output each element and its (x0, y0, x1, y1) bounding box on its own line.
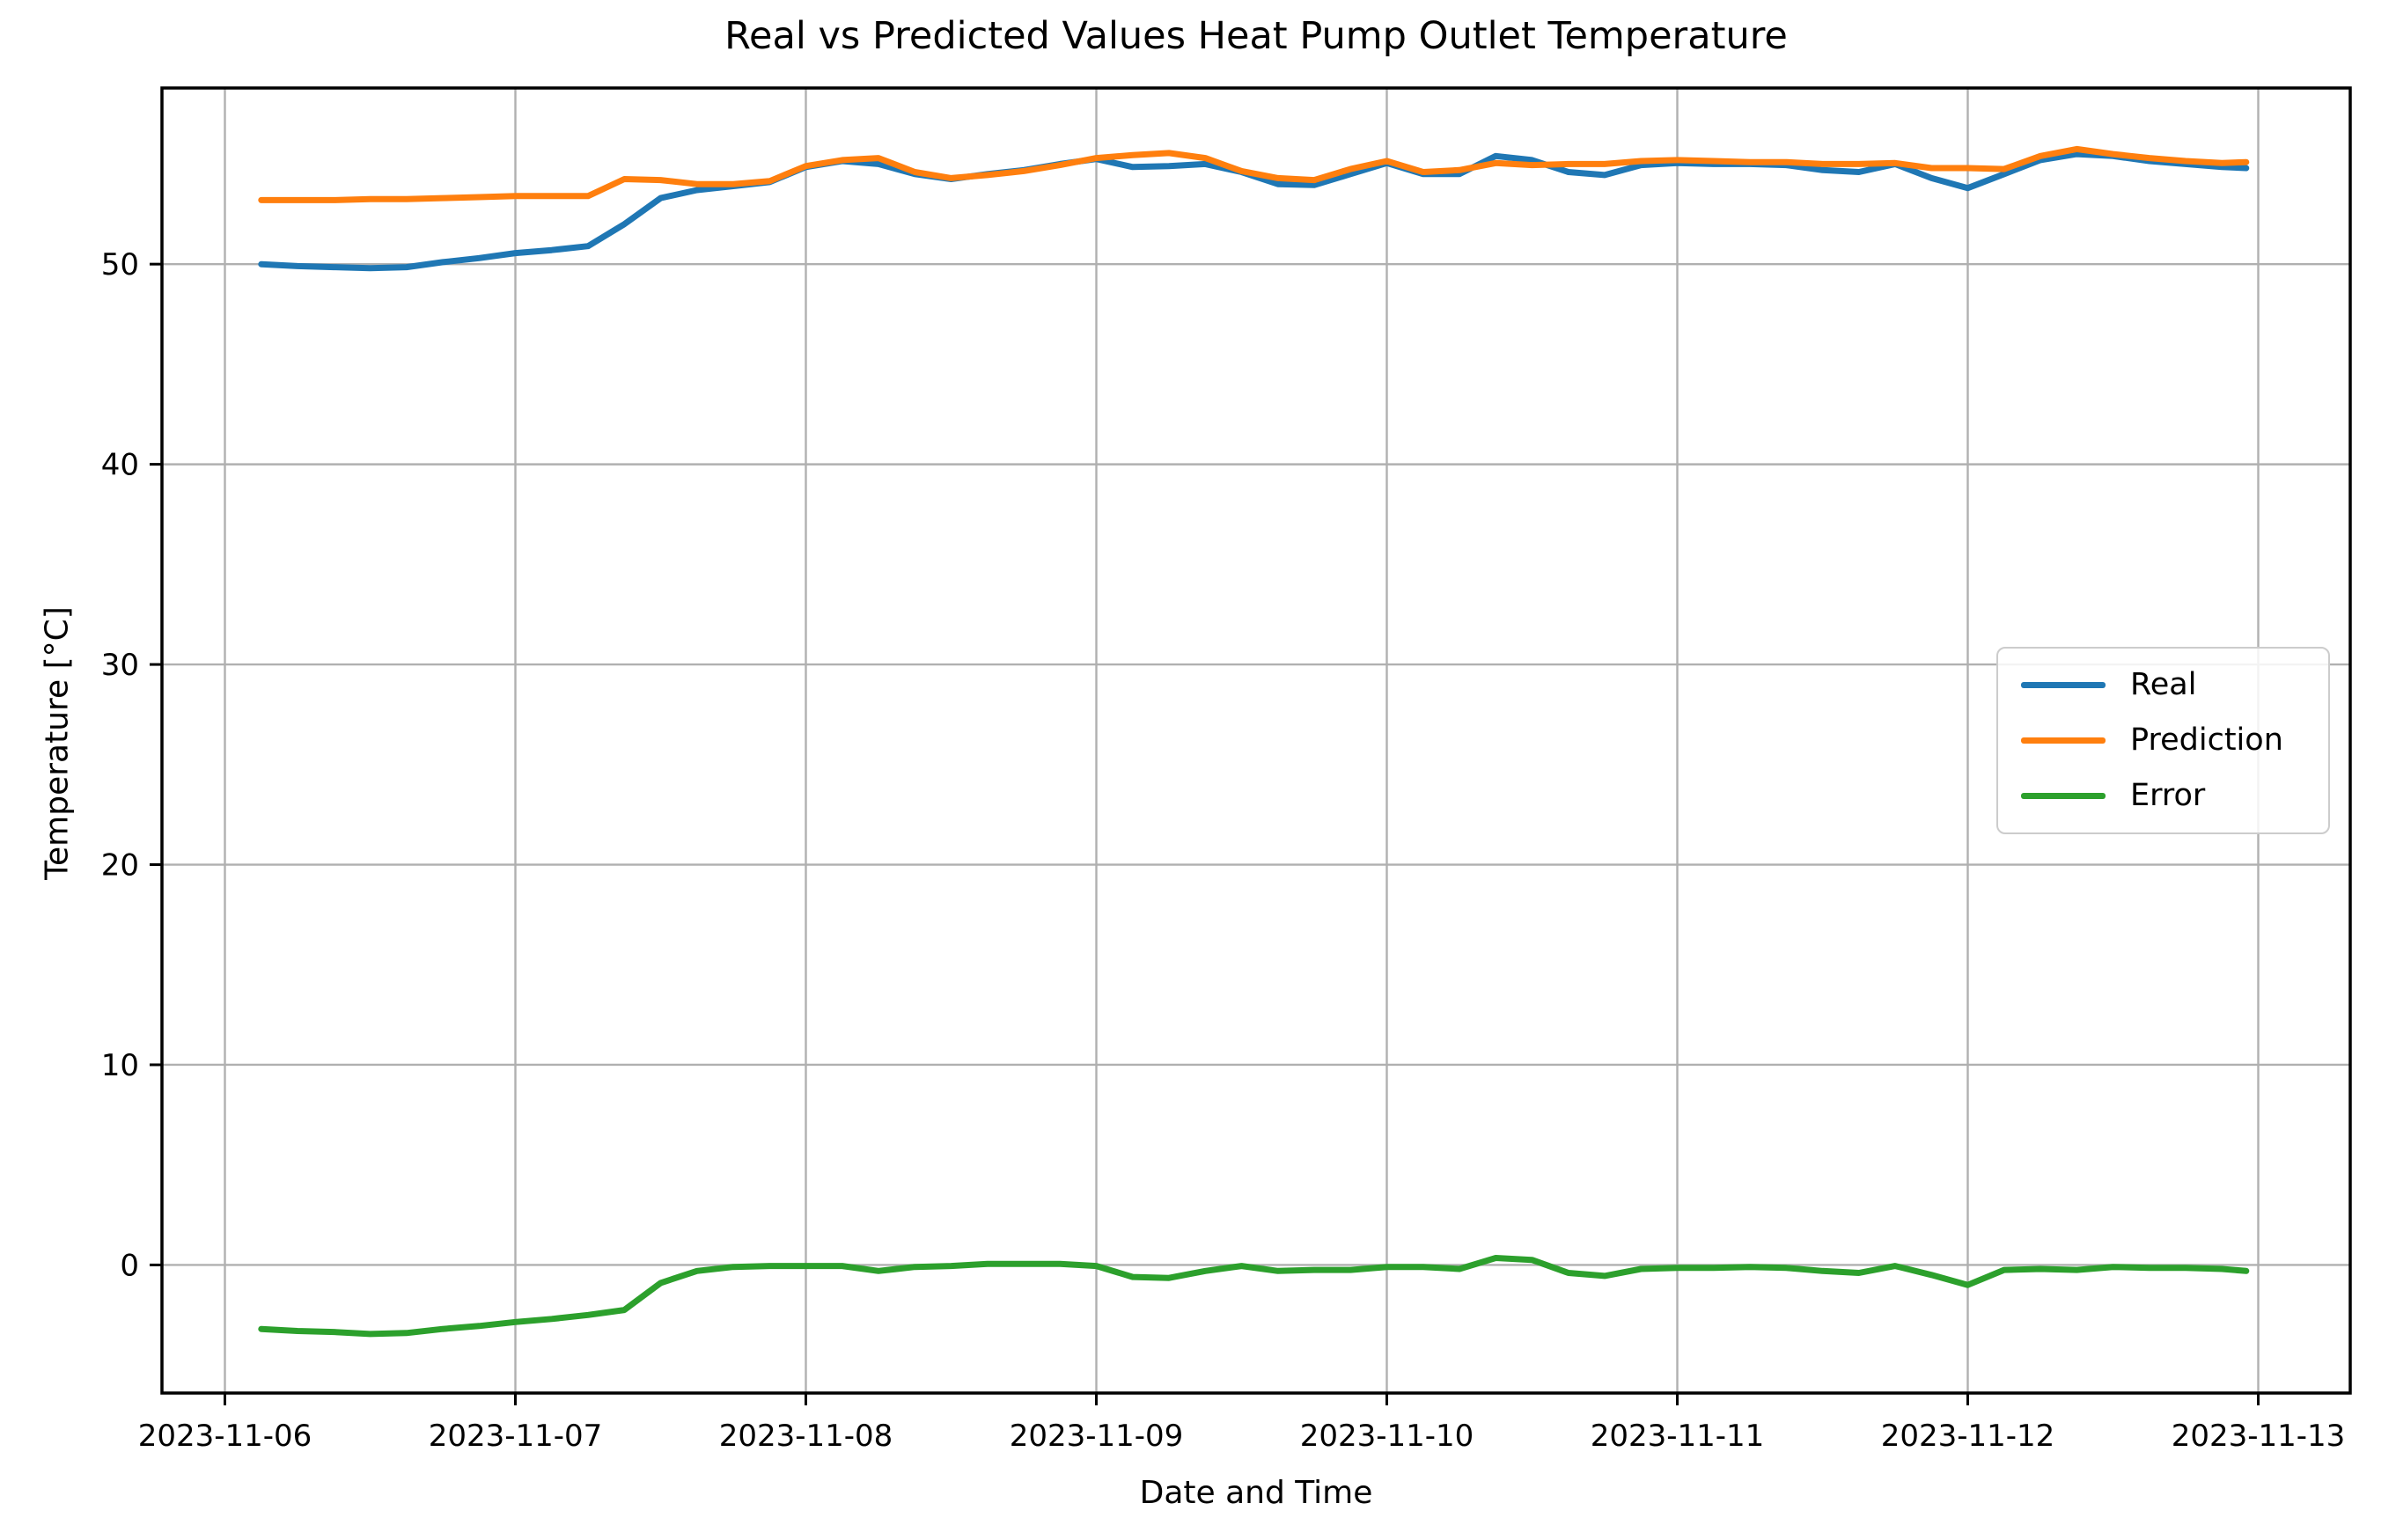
x-tick-label: 2023-11-10 (1300, 1419, 1474, 1454)
x-tick-label: 2023-11-12 (1881, 1419, 2055, 1454)
real-line (258, 150, 2250, 272)
legend-label-real: Real (2130, 667, 2197, 702)
y-tick-label: 50 (101, 247, 139, 282)
y-tick-label: 20 (101, 848, 139, 884)
x-tick-label: 2023-11-11 (1591, 1419, 1765, 1454)
chart-title: Real vs Predicted Values Heat Pump Outle… (724, 14, 1788, 58)
error-line (258, 1255, 2250, 1338)
axes-spines (160, 86, 2352, 1395)
legend-entry-error: Error (2021, 781, 2305, 811)
x-axis-label: Date and Time (1139, 1475, 1373, 1511)
x-tick-label: 2023-11-07 (429, 1419, 603, 1454)
y-axis-label: Temperature [°C] (39, 606, 76, 880)
real-line-swatch (2021, 682, 2106, 688)
prediction-line (258, 145, 2250, 203)
x-tick-label: 2023-11-09 (1010, 1419, 1184, 1454)
legend: Real Prediction Error (1996, 647, 2330, 834)
legend-label-error: Error (2130, 778, 2206, 813)
prediction-line-swatch (2021, 737, 2106, 744)
x-tick-label: 2023-11-08 (719, 1419, 893, 1454)
y-tick-label: 0 (120, 1248, 139, 1283)
y-tick-label: 30 (101, 648, 139, 683)
legend-entry-real: Real (2021, 670, 2305, 700)
x-tick-label: 2023-11-13 (2172, 1419, 2346, 1454)
y-tick-label: 40 (101, 448, 139, 483)
error-line-swatch (2021, 793, 2106, 799)
x-tick-label: 2023-11-06 (138, 1419, 312, 1454)
legend-entry-prediction: Prediction (2021, 725, 2305, 756)
legend-label-prediction: Prediction (2130, 722, 2283, 758)
y-tick-label: 10 (101, 1048, 139, 1083)
